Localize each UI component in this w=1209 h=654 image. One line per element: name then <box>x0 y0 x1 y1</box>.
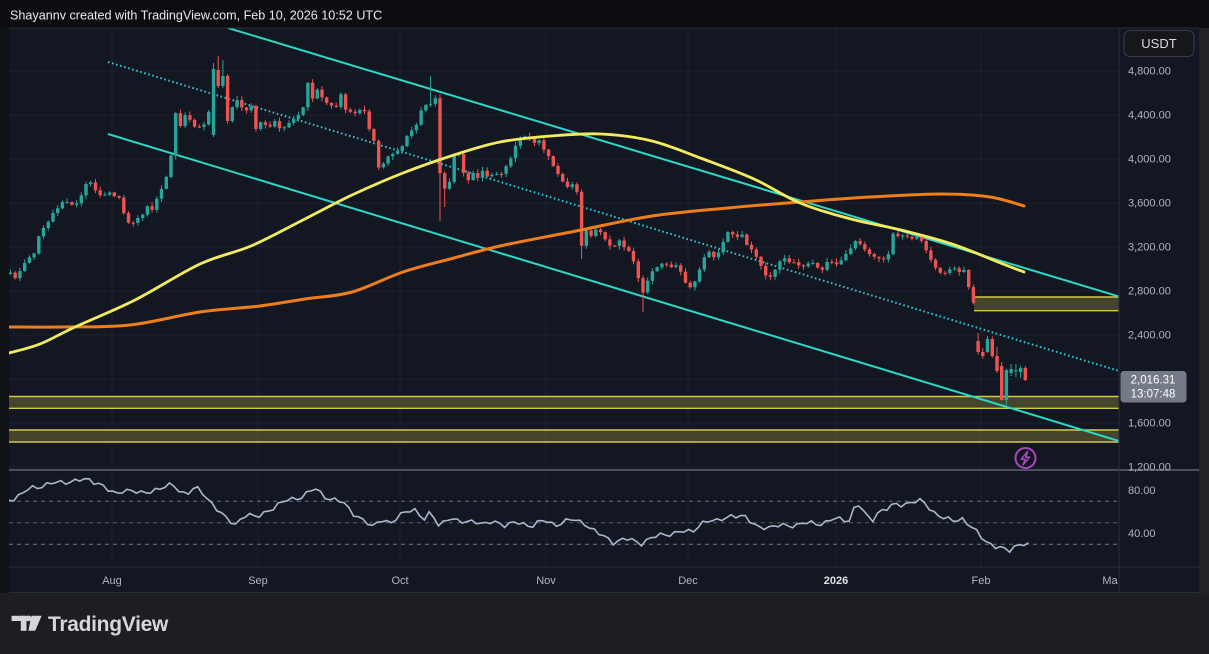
svg-text:80.00: 80.00 <box>1128 485 1156 497</box>
svg-text:2,016.31: 2,016.31 <box>1131 375 1176 387</box>
svg-text:1,600.00: 1,600.00 <box>1128 418 1171 430</box>
svg-text:1,200.00: 1,200.00 <box>1128 462 1171 474</box>
svg-text:2,800.00: 2,800.00 <box>1128 286 1171 298</box>
svg-text:2026: 2026 <box>824 575 848 587</box>
svg-text:4,400.00: 4,400.00 <box>1128 110 1171 122</box>
svg-text:Nov: Nov <box>536 575 556 587</box>
svg-text:Ma: Ma <box>1102 575 1118 587</box>
svg-text:Dec: Dec <box>678 575 698 587</box>
svg-text:13:07:48: 13:07:48 <box>1131 389 1176 401</box>
svg-text:Oct: Oct <box>391 575 408 587</box>
svg-text:4,000.00: 4,000.00 <box>1128 154 1171 166</box>
svg-text:3,200.00: 3,200.00 <box>1128 242 1171 254</box>
svg-text:TradingView: TradingView <box>48 613 169 636</box>
svg-text:USDT: USDT <box>1141 36 1176 51</box>
svg-text:Shayannv created with TradingV: Shayannv created with TradingView.com, F… <box>10 9 382 23</box>
svg-text:2,400.00: 2,400.00 <box>1128 330 1171 342</box>
svg-text:3,600.00: 3,600.00 <box>1128 198 1171 210</box>
svg-text:4,800.00: 4,800.00 <box>1128 66 1171 78</box>
svg-text:Sep: Sep <box>248 575 268 587</box>
svg-text:Aug: Aug <box>102 575 122 587</box>
svg-text:40.00: 40.00 <box>1128 528 1156 540</box>
svg-text:Feb: Feb <box>972 575 991 587</box>
